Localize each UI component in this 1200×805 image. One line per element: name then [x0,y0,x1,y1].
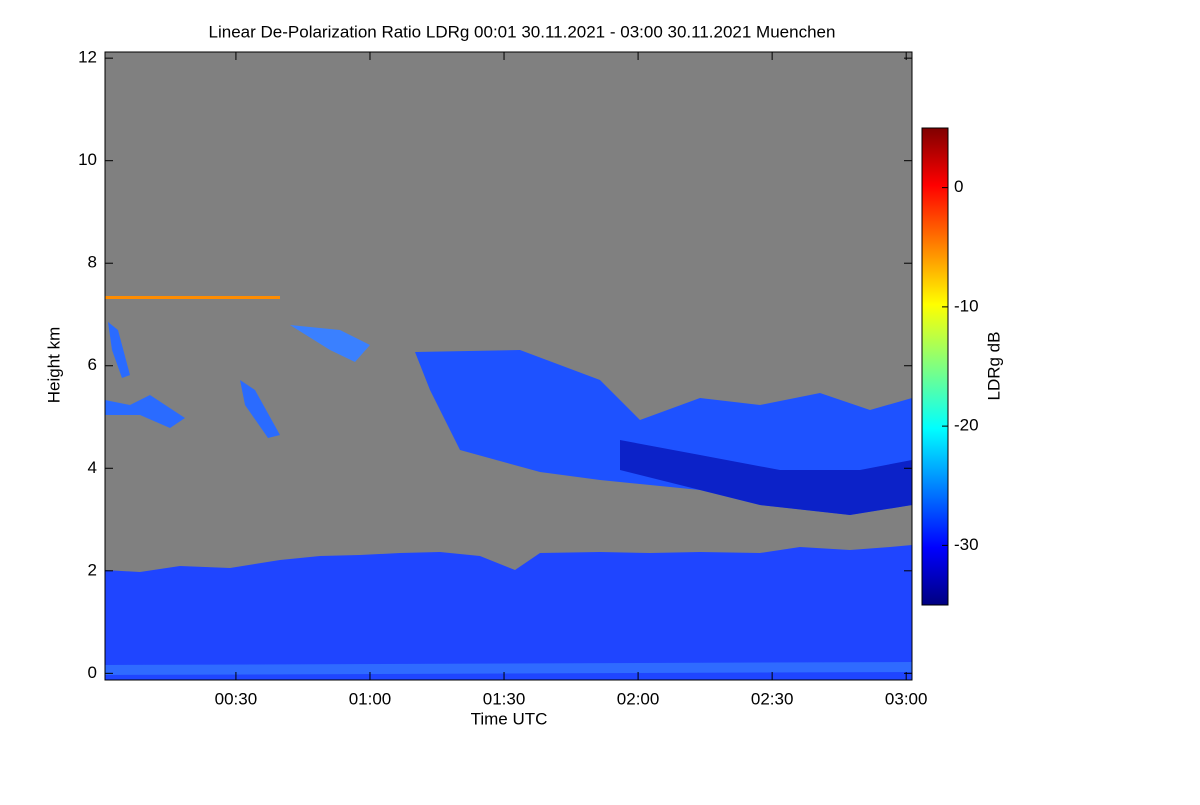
colorbar-tick-label: -10 [954,296,979,315]
x-tick-label: 01:00 [349,689,392,708]
y-tick-label: 2 [88,560,97,579]
y-axis-label: Height km [44,327,63,404]
x-tick-label: 01:30 [483,689,526,708]
chart-title: Linear De-Polarization Ratio LDRg 00:01 … [209,22,836,41]
thin-layer [105,296,280,299]
colorbar [921,127,949,606]
x-tick-label: 02:30 [751,689,794,708]
colorbar-label: LDRg dB [984,332,1003,401]
surface-band [105,662,912,675]
cloud-patch [108,322,130,378]
colorbar-tick-label: -20 [954,416,979,435]
y-tick-label: 4 [88,458,97,477]
cloud-patch [290,325,370,362]
y-tick-label: 12 [78,48,97,67]
y-tick-label: 0 [88,663,97,682]
y-tick-label: 8 [88,253,97,272]
y-tick-label: 6 [88,355,97,374]
cloud-patch [240,380,280,438]
cloud-core [620,440,912,515]
x-axis-label: Time UTC [471,709,548,728]
boundary-layer [105,545,912,680]
cloud-patch [105,395,185,428]
y-tick-label: 10 [78,150,97,169]
colorbar-tick-label: 0 [954,177,963,196]
colorbar-tick-label: -30 [954,535,979,554]
x-tick-label: 02:00 [617,689,660,708]
x-tick-label: 03:00 [885,689,928,708]
radar-field [105,296,912,680]
x-tick-label: 00:30 [215,689,258,708]
